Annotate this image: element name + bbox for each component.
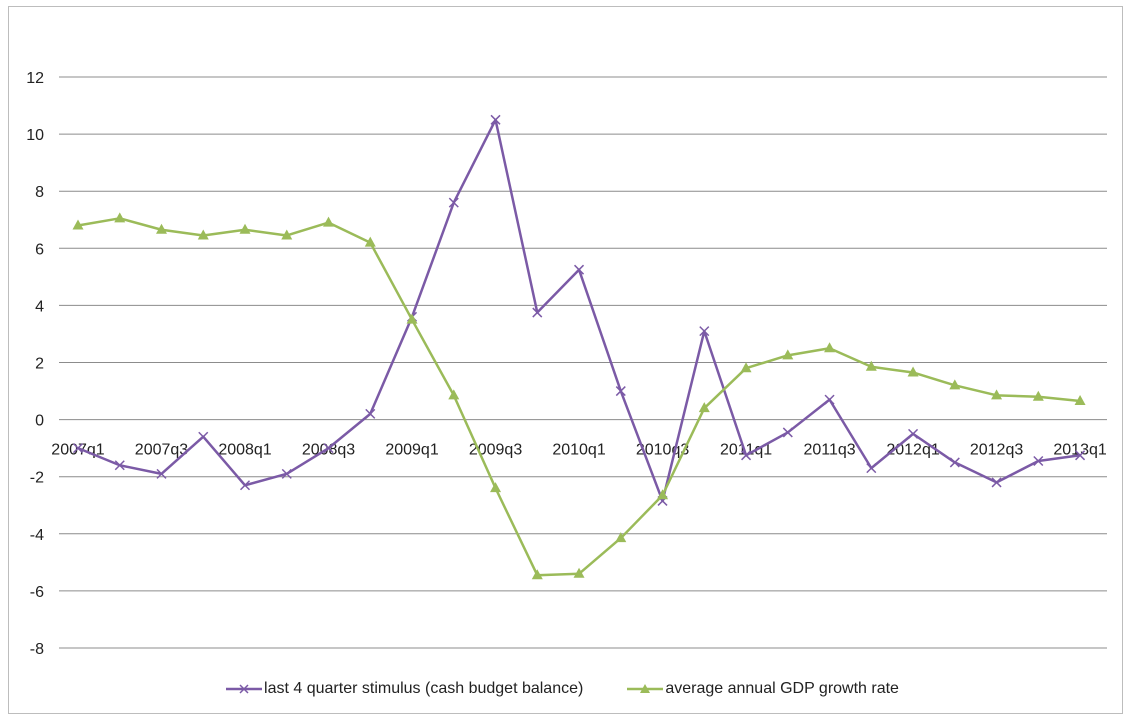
data-point-stimulus xyxy=(532,307,543,318)
data-point-gdp xyxy=(740,362,752,373)
data-point-stimulus xyxy=(490,114,501,125)
y-tick-label: -8 xyxy=(30,641,44,658)
y-tick-label: -6 xyxy=(30,584,44,601)
data-point-gdp xyxy=(156,223,168,234)
y-tick-label: 12 xyxy=(26,70,44,87)
data-point-stimulus xyxy=(114,460,125,471)
x-tick-label: 2007q3 xyxy=(135,442,188,459)
legend-item-stimulus: last 4 quarter stimulus (cash budget bal… xyxy=(226,680,583,698)
x-tick-label: 2010q1 xyxy=(552,442,605,459)
x-tick-label: 2008q3 xyxy=(302,442,355,459)
data-point-stimulus xyxy=(824,394,835,405)
data-point-gdp xyxy=(281,229,293,240)
data-point-stimulus xyxy=(72,443,84,454)
data-point-stimulus xyxy=(239,480,251,491)
data-point-stimulus xyxy=(699,326,710,337)
data-point-gdp xyxy=(573,567,585,578)
x-tick-label: 2011q1 xyxy=(720,442,772,459)
legend-label-stimulus: last 4 quarter stimulus (cash budget bal… xyxy=(264,680,584,697)
chart-area xyxy=(8,6,1123,714)
data-point-gdp xyxy=(197,229,209,240)
data-point-gdp xyxy=(949,379,961,390)
legend-item-gdp: average annual GDP growth rate xyxy=(627,680,899,698)
data-point-stimulus xyxy=(615,386,626,397)
data-point-gdp xyxy=(114,212,126,223)
data-point-gdp xyxy=(531,569,543,580)
data-point-gdp xyxy=(782,349,794,360)
data-point-gdp xyxy=(865,360,877,371)
data-point-stimulus xyxy=(1075,450,1086,461)
legend-marker-gdp xyxy=(627,684,664,693)
data-point-gdp xyxy=(239,223,251,234)
data-point-gdp xyxy=(406,313,418,324)
data-point-gdp xyxy=(824,342,836,353)
data-point-stimulus xyxy=(156,468,167,479)
data-point-stimulus xyxy=(741,450,752,461)
data-point-stimulus xyxy=(866,463,877,474)
legend: last 4 quarter stimulus (cash budget bal… xyxy=(0,680,1125,698)
legend-label-gdp: average annual GDP growth rate xyxy=(665,680,899,697)
data-point-stimulus xyxy=(323,443,334,454)
data-point-stimulus xyxy=(1033,455,1044,467)
data-point-gdp xyxy=(907,366,919,377)
data-point-gdp xyxy=(490,482,502,493)
data-point-stimulus xyxy=(448,197,459,208)
data-point-stimulus xyxy=(991,477,1002,488)
data-point-gdp xyxy=(323,216,335,227)
y-tick-label: 2 xyxy=(35,356,44,373)
y-tick-label: 4 xyxy=(35,298,44,315)
x-tick-label: 2008q1 xyxy=(218,442,271,459)
data-point-gdp xyxy=(448,389,460,400)
y-tick-label: 6 xyxy=(35,241,44,258)
data-point-stimulus xyxy=(365,408,376,419)
y-tick-label: 0 xyxy=(35,413,44,430)
data-point-gdp xyxy=(991,389,1003,400)
data-point-gdp xyxy=(657,489,669,500)
data-point-stimulus xyxy=(281,468,292,479)
data-point-gdp xyxy=(364,236,376,247)
x-tick-label: 2012q3 xyxy=(970,442,1023,459)
legend-marker-stimulus xyxy=(226,684,263,694)
data-point-gdp xyxy=(698,402,710,413)
data-point-stimulus xyxy=(908,428,919,439)
data-point-gdp xyxy=(615,532,627,543)
data-point-gdp xyxy=(72,219,84,230)
y-tick-label: 10 xyxy=(26,127,44,144)
data-point-gdp xyxy=(1032,390,1044,401)
x-tick-label: 2013q1 xyxy=(1053,442,1106,459)
y-tick-label: -2 xyxy=(30,470,44,487)
y-tick-label: -4 xyxy=(30,527,44,544)
y-tick-label: 8 xyxy=(35,184,44,201)
data-point-gdp xyxy=(1074,395,1086,406)
x-tick-label: 2009q1 xyxy=(385,442,438,459)
data-point-stimulus xyxy=(198,431,209,442)
data-point-stimulus xyxy=(574,264,585,275)
x-tick-label: 2011q3 xyxy=(803,442,855,459)
x-tick-label: 2009q3 xyxy=(469,442,522,459)
data-point-stimulus xyxy=(782,427,793,438)
data-point-stimulus xyxy=(949,457,960,468)
